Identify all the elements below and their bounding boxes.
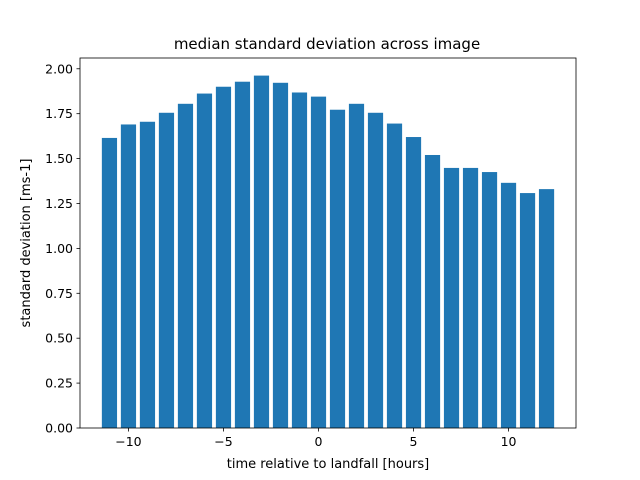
y-tick-label: 2.00	[45, 61, 73, 76]
bar-4	[386, 123, 403, 428]
bar-3	[367, 112, 384, 428]
x-axis-label: time relative to landfall [hours]	[227, 457, 430, 472]
bar--4	[234, 81, 251, 429]
y-tick-label: 0.75	[45, 286, 73, 301]
y-tick-label: 0.00	[45, 421, 73, 436]
y-tick-label: 1.00	[45, 241, 73, 256]
bar-1	[329, 109, 346, 428]
bar--9	[139, 121, 156, 428]
bar-0	[310, 96, 327, 429]
x-tick-label: −10	[115, 434, 141, 449]
y-tick-label: 1.25	[45, 196, 73, 211]
bar--2	[272, 82, 289, 428]
bar--10	[120, 124, 137, 429]
y-axis-ticks: 0.00 0.25 0.50 0.75 1.00 1.25 1.50 1.75 2.00	[45, 61, 80, 436]
bar-9	[481, 172, 498, 428]
bar--3	[253, 75, 270, 428]
bar-7	[443, 167, 460, 429]
bar--6	[196, 93, 213, 428]
x-tick-label: 0	[315, 434, 323, 449]
bar--1	[291, 92, 308, 429]
bar-5	[405, 137, 422, 428]
bar-8	[462, 167, 479, 429]
bar-11	[519, 193, 536, 428]
y-tick-label: 0.50	[45, 331, 73, 346]
bars-group	[101, 75, 555, 429]
bar--7	[177, 103, 194, 429]
bar-2	[348, 103, 365, 429]
x-axis-ticks: −10 −5 0 5 10	[115, 428, 517, 449]
y-tick-label: 0.25	[45, 376, 73, 391]
y-tick-label: 1.50	[45, 151, 73, 166]
bar--5	[215, 86, 232, 429]
x-tick-label: −5	[214, 434, 232, 449]
y-axis-label: standard deviation [ms-1]	[19, 159, 34, 328]
bar--8	[158, 112, 175, 428]
y-tick-label: 1.75	[45, 106, 73, 121]
plot-frame	[79, 57, 577, 429]
bar-10	[500, 182, 517, 428]
chart-title: median standard deviation across image	[174, 35, 480, 53]
bar-6	[424, 154, 441, 429]
x-tick-label: 5	[410, 434, 418, 449]
x-tick-label: 10	[501, 434, 517, 449]
bar-12	[538, 189, 555, 428]
bar--11	[101, 137, 118, 428]
